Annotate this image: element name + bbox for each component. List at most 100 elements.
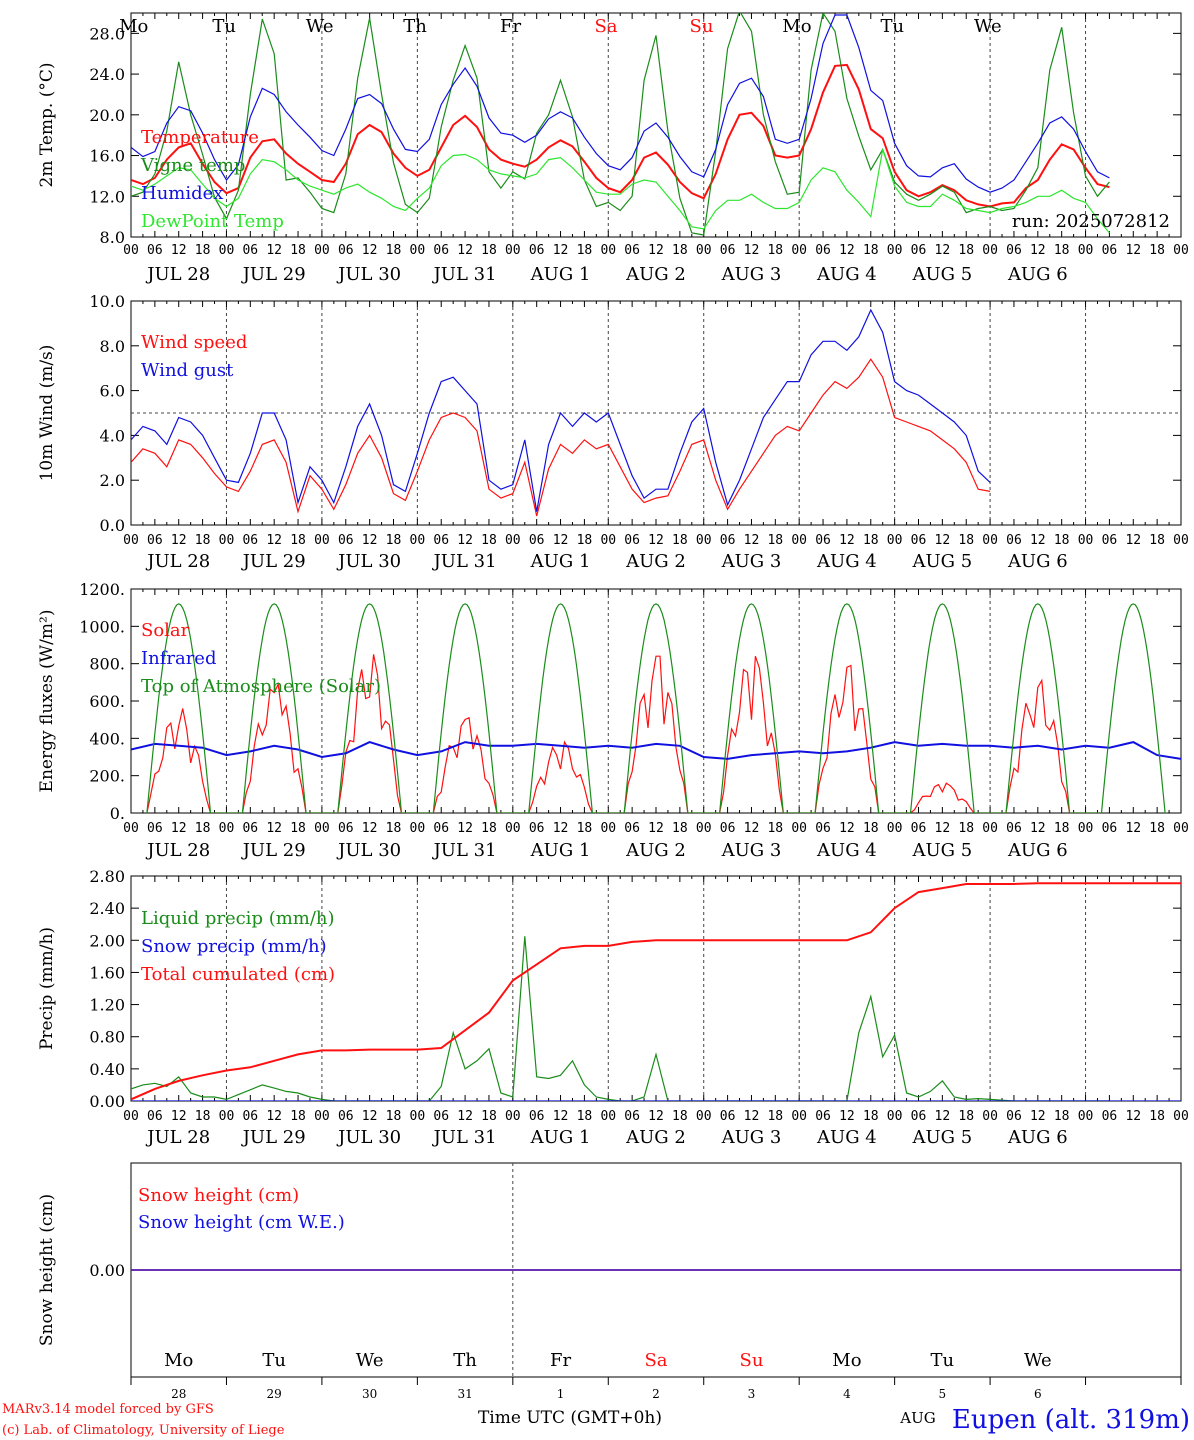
precip-hour-label: 00 bbox=[600, 1109, 616, 1124]
temp-hour-label: 12 bbox=[744, 243, 760, 258]
wind-hour-label: 06 bbox=[1006, 533, 1022, 548]
energy-hour-label: 12 bbox=[457, 821, 473, 836]
precip-series-liquid-precip-mm-h- bbox=[131, 936, 1110, 1101]
temp-hour-label: 12 bbox=[457, 243, 473, 258]
weekday-label: We bbox=[306, 16, 334, 37]
temp-hour-label: 00 bbox=[791, 243, 807, 258]
temp-series-humidex bbox=[131, 14, 1110, 193]
precip-hour-label: 12 bbox=[648, 1109, 664, 1124]
wind-date-label: AUG 1 bbox=[530, 551, 591, 572]
energy-hour-label: 18 bbox=[290, 821, 306, 836]
wind-hour-label: 00 bbox=[123, 533, 139, 548]
precip-date-label: AUG 6 bbox=[1007, 1127, 1068, 1148]
wind-date-label: AUG 3 bbox=[721, 551, 782, 572]
bottom-weekday-label: We bbox=[1024, 1350, 1052, 1371]
weekday-label: Sa bbox=[594, 16, 617, 37]
bottom-day-number: 6 bbox=[1034, 1387, 1042, 1401]
credit-line-2: (c) Lab. of Climatology, University of L… bbox=[2, 1423, 285, 1438]
energy-hour-label: 12 bbox=[266, 821, 282, 836]
wind-hour-label: 00 bbox=[791, 533, 807, 548]
precip-series-total-cumulated-cm- bbox=[131, 882, 1181, 1101]
wind-hour-label: 12 bbox=[171, 533, 187, 548]
energy-hour-label: 00 bbox=[887, 821, 903, 836]
bottom-day-number: 28 bbox=[171, 1387, 186, 1401]
temp-hour-label: 00 bbox=[123, 243, 139, 258]
wind-hour-label: 18 bbox=[958, 533, 974, 548]
precip-hour-label: 06 bbox=[529, 1109, 545, 1124]
wind-series-wind-speed bbox=[131, 358, 991, 517]
temp-hour-label: 06 bbox=[433, 243, 449, 258]
snow-ytick-label: 0.00 bbox=[89, 1261, 125, 1280]
precip-hour-label: 06 bbox=[147, 1109, 163, 1124]
precip-hour-label: 06 bbox=[720, 1109, 736, 1124]
temp-date-label: JUL 30 bbox=[336, 264, 401, 285]
panel-precip: 0.00 0.40 0.80 1.20 1.60 2.00 2.40 2.80 Precip (… bbox=[37, 867, 1189, 1148]
temp-hour-label: 06 bbox=[624, 243, 640, 258]
precip-date-label: AUG 2 bbox=[625, 1127, 686, 1148]
energy-date-label: AUG 5 bbox=[911, 840, 972, 861]
energy-hour-label: 12 bbox=[171, 821, 187, 836]
temp-hour-label: 18 bbox=[767, 243, 783, 258]
wind-hour-label: 18 bbox=[863, 533, 879, 548]
energy-date-label: AUG 4 bbox=[816, 840, 877, 861]
temp-ytick-label: 8.0 bbox=[100, 228, 125, 247]
temp-hour-label: 12 bbox=[935, 243, 951, 258]
temp-series-temperature bbox=[131, 63, 1110, 208]
wind-hour-label: 12 bbox=[1125, 533, 1141, 548]
wind-hour-label: 06 bbox=[1102, 533, 1118, 548]
energy-hour-label: 18 bbox=[386, 821, 402, 836]
precip-legend-label: Liquid precip (mm/h) bbox=[141, 908, 335, 929]
energy-hour-label: 00 bbox=[1078, 821, 1094, 836]
energy-hour-label: 06 bbox=[815, 821, 831, 836]
energy-hour-label: 00 bbox=[600, 821, 616, 836]
wind-hour-label: 00 bbox=[219, 533, 235, 548]
wind-date-label: AUG 6 bbox=[1007, 551, 1068, 572]
wind-date-label: AUG 2 bbox=[625, 551, 686, 572]
station-label: Eupen (alt. 319m) bbox=[952, 1405, 1190, 1435]
precip-hour-label: 00 bbox=[505, 1109, 521, 1124]
energy-hour-label: 06 bbox=[1006, 821, 1022, 836]
bottom-weekday-label: Mo bbox=[164, 1350, 193, 1371]
temp-hour-label: 06 bbox=[1102, 243, 1118, 258]
wind-hour-label: 18 bbox=[577, 533, 593, 548]
bottom-weekday-label: Mo bbox=[832, 1350, 861, 1371]
temp-hour-label: 00 bbox=[887, 243, 903, 258]
precip-hour-label: 18 bbox=[1054, 1109, 1070, 1124]
energy-date-label: AUG 3 bbox=[721, 840, 782, 861]
snow-legend-label: Snow height (cm W.E.) bbox=[138, 1212, 345, 1233]
wind-hour-label: 06 bbox=[815, 533, 831, 548]
temp-legend-label: Vigne temp bbox=[140, 155, 245, 176]
wind-ytick-label: 0.0 bbox=[100, 516, 125, 535]
wind-hour-label: 18 bbox=[672, 533, 688, 548]
wind-hour-label: 00 bbox=[314, 533, 330, 548]
wind-ytick-label: 8.0 bbox=[100, 337, 125, 356]
precip-hour-label: 00 bbox=[791, 1109, 807, 1124]
precip-hour-label: 12 bbox=[1125, 1109, 1141, 1124]
energy-hour-label: 12 bbox=[744, 821, 760, 836]
precip-date-label: AUG 4 bbox=[816, 1127, 877, 1148]
precip-series-group bbox=[131, 882, 1181, 1101]
precip-hour-label: 00 bbox=[982, 1109, 998, 1124]
wind-hour-label: 06 bbox=[147, 533, 163, 548]
precip-hour-label: 06 bbox=[911, 1109, 927, 1124]
precip-date-label: AUG 1 bbox=[530, 1127, 591, 1148]
temp-legend-label: DewPoint Temp bbox=[141, 211, 284, 232]
precip-hour-label: 12 bbox=[266, 1109, 282, 1124]
wind-hour-label: 06 bbox=[720, 533, 736, 548]
precip-date-label: JUL 29 bbox=[241, 1127, 306, 1148]
temp-hour-label: 00 bbox=[505, 243, 521, 258]
energy-series-infrared bbox=[131, 741, 1181, 760]
energy-hour-label: 00 bbox=[696, 821, 712, 836]
temp-hour-label: 12 bbox=[1125, 243, 1141, 258]
wind-hour-label: 00 bbox=[696, 533, 712, 548]
wind-series-group bbox=[131, 308, 991, 517]
energy-date-label: JUL 28 bbox=[145, 840, 210, 861]
temp-ytick-label: 12.0 bbox=[89, 187, 125, 206]
wind-hour-label: 00 bbox=[1078, 533, 1094, 548]
energy-ytick-label: 1000. bbox=[79, 617, 125, 636]
wind-hour-label: 12 bbox=[457, 533, 473, 548]
energy-hour-label: 18 bbox=[1149, 821, 1165, 836]
wind-date-label: JUL 29 bbox=[241, 551, 306, 572]
energy-legend-label: Top of Atmosphere (Solar) bbox=[141, 676, 381, 697]
energy-ytick-label: 0. bbox=[110, 804, 125, 823]
